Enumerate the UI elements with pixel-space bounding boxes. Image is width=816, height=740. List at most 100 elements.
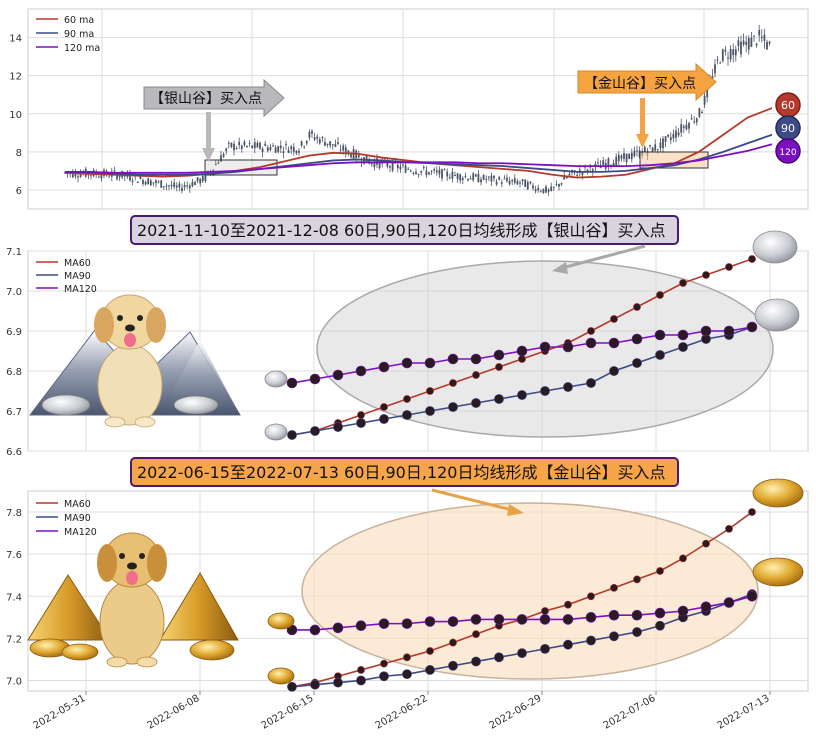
candle-body [529,181,532,184]
candle-body [326,143,329,145]
candle-body [339,149,342,151]
bottom-point-MA60 [587,592,595,601]
candle-body [498,177,501,180]
bottom-point-MA120 [562,614,574,625]
candle-body [503,178,506,180]
candle-body [701,112,703,114]
candle-body [435,170,438,173]
candle-body [331,144,334,146]
gold-ingot-icon [752,478,804,508]
top-y-tick-label: 14 [9,34,22,45]
candle-body [763,34,766,41]
candle-body [274,147,277,153]
mid-legend-label-90: MA90 [64,271,91,282]
mid-legend-label-60: MA60 [64,258,91,269]
candle-body [316,136,319,139]
candle-body [560,183,563,185]
bottom-point-MA120 [539,614,551,625]
candle-body [129,174,131,181]
middle-point-MA90 [586,378,596,388]
candle-body [170,184,173,187]
candle-body [461,178,464,180]
candle-body [716,59,719,61]
candle-body [695,118,698,123]
candle-body [272,145,274,147]
middle-point-MA120 [401,357,413,369]
candle-body [199,178,202,184]
gold-ingot-icon [752,557,804,587]
middle-point-MA120 [562,341,574,353]
candle-body [389,166,391,168]
middle-point-MA60 [725,263,733,271]
bottom-point-MA90 [379,671,389,682]
candle-body [750,37,753,47]
candle-body [118,175,121,178]
candle-body [337,142,339,144]
candle-body [630,152,633,159]
bottom-point-MA90 [287,681,297,692]
middle-point-MA60 [403,395,411,403]
middle-point-MA120 [332,369,344,381]
silver-callout-label: 【银山谷】买入点 [150,91,262,107]
candle-body [253,142,256,149]
bottom-point-MA90 [402,669,412,680]
candle-body [464,176,467,178]
candle-body [238,141,241,146]
bottom-point-MA90 [517,648,527,659]
middle-point-MA120 [424,357,436,369]
bottom-point-MA90 [425,665,435,675]
candle-body [506,177,508,182]
candle-body [706,87,709,98]
candle-body [625,153,628,163]
candle-body [441,169,443,179]
bottom-point-MA60 [541,607,549,615]
silver-banner-text: 2021-11-10至2021-12-08 60日,90日,120日均线形成【银… [137,221,666,240]
candle-body [586,169,589,172]
badge-90-label: 90 [781,122,795,135]
bottom-point-MA120 [470,614,482,625]
middle-legend: MA60 MA90 MA120 [36,258,97,295]
candle-body [448,177,451,179]
candle-body [628,153,631,160]
candle-body [753,35,755,37]
bottom-point-MA120 [309,624,321,636]
bottom-point-MA90 [494,652,504,663]
candle-body [261,148,264,152]
gold-zone-pointer [431,488,513,512]
candle-body [659,142,662,149]
candle-body [214,164,217,166]
candle-body [201,175,204,182]
candle-body [755,43,758,46]
candle-body [282,151,285,154]
middle-y-tick-label: 6.9 [6,327,22,338]
candle-body [71,171,74,178]
candle-body [581,171,584,176]
bottom-point-MA120 [401,618,413,629]
candle-body [147,178,150,185]
top-y-tick-label: 12 [9,72,22,83]
candle-body [682,126,685,129]
candle-body [563,175,566,180]
bottom-point-MA90 [563,639,573,650]
bottom-x-tick-label: 2022-07-13 [716,693,772,732]
bottom-point-MA120 [493,614,505,625]
middle-point-MA60 [587,327,595,335]
candle-body [513,177,516,183]
bottom-chart: 7.07.27.47.67.8 2022-05-31 2022-06-08 2022… [6,478,809,732]
gold-zone-pointer-head [507,504,524,516]
candle-body [539,191,542,193]
candle-body [768,41,771,44]
candle-body [537,187,540,191]
bottom-point-MA60 [748,508,756,516]
candle-body [157,181,160,183]
middle-point-MA90 [333,422,343,432]
candle-body [329,141,332,146]
bottom-y-tick-label: 7.2 [6,634,22,645]
gold-callout-label: 【金山谷】买入点 [584,76,696,92]
candle-body [495,181,498,185]
candle-body [612,163,615,167]
legend-label-90: 90 ma [64,29,94,40]
candle-body [451,171,454,179]
dog-illustration-gold [97,532,167,668]
middle-point-MA90 [379,414,389,424]
